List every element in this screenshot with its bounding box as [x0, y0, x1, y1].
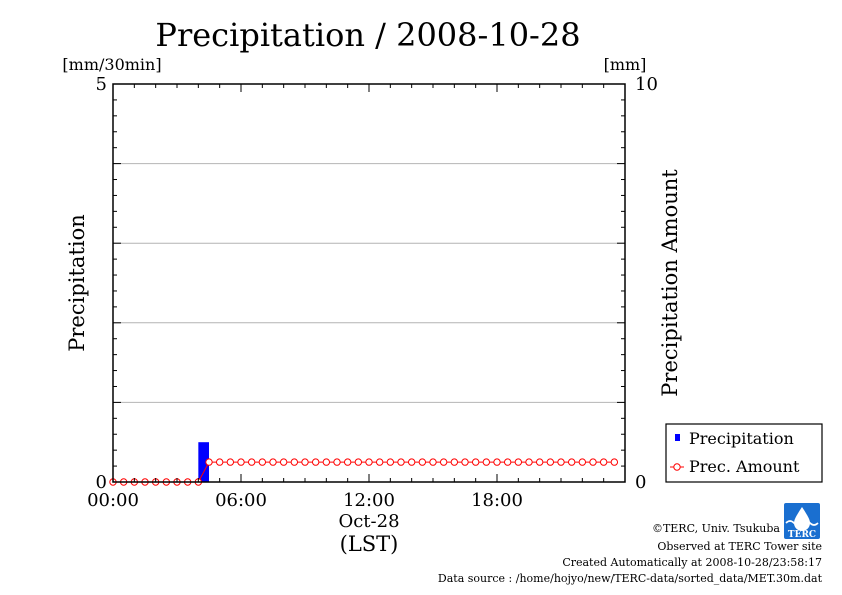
x-axis-label: (LST)	[340, 532, 399, 556]
precipitation-amount-point	[375, 458, 384, 466]
precipitation-amount-point	[215, 458, 224, 466]
precipitation-amount-point	[333, 458, 341, 466]
precipitation-amount-point	[450, 458, 459, 466]
right-y-tick-labels: 0 10	[635, 74, 658, 493]
precipitation-amount-point	[461, 458, 469, 466]
precipitation-amount-point	[482, 458, 491, 466]
x-tick-label: 12:00	[343, 490, 395, 511]
precipitation-amount-point	[237, 458, 245, 466]
terc-logo-wave-icon	[785, 520, 819, 526]
axis-ticks	[112, 83, 626, 483]
precipitation-amount-point	[226, 458, 235, 466]
precipitation-amount-point	[354, 458, 363, 466]
precipitation-amount-point	[290, 458, 299, 466]
precipitation-amount-point	[397, 458, 405, 466]
precipitation-amount-point	[386, 458, 395, 466]
footer-source: Data source : /home/hojyo/new/TERC-data/…	[438, 572, 823, 585]
precipitation-amount-point	[247, 458, 256, 466]
precipitation-amount-point	[546, 458, 555, 466]
x-tick-label: 06:00	[215, 490, 267, 511]
precipitation-amount-point	[343, 458, 352, 466]
precipitation-amount-point	[503, 458, 512, 466]
precipitation-amount-point	[311, 458, 320, 466]
precipitation-amount-point	[493, 458, 501, 466]
precipitation-amount-point	[599, 458, 608, 466]
precipitation-amount-point	[525, 458, 533, 466]
x-tick-labels: 00:00 06:00 12:00 18:00	[87, 490, 523, 511]
precipitation-amount-point	[589, 458, 597, 466]
precipitation-amount-series	[109, 458, 619, 486]
left-y-tick-label: 5	[96, 74, 107, 95]
x-tick-label: 18:00	[471, 490, 523, 511]
right-axis-unit: [mm]	[604, 55, 647, 74]
x-date-label: Oct-28	[338, 511, 399, 532]
terc-logo: TERC	[784, 503, 820, 540]
precipitation-amount-point	[407, 458, 416, 466]
precipitation-amount-point	[301, 458, 309, 466]
precipitation-amount-point	[322, 458, 331, 466]
footer-created: Created Automatically at 2008-10-28/23:5…	[562, 556, 822, 569]
legend-label-precipitation: Precipitation	[689, 429, 794, 448]
left-y-axis-label: Precipitation	[65, 214, 89, 352]
precipitation-amount-point	[418, 458, 427, 466]
precipitation-amount-point	[514, 458, 523, 466]
right-y-axis-label: Precipitation Amount	[658, 169, 682, 397]
precipitation-bars	[198, 442, 209, 482]
plot-frame	[112, 83, 626, 483]
terc-logo-text: TERC	[788, 530, 816, 540]
precipitation-amount-point	[578, 458, 587, 466]
precipitation-amount-point	[557, 458, 565, 466]
precipitation-amount-point	[269, 458, 277, 466]
precipitation-amount-point	[610, 458, 619, 466]
gridlines	[113, 163, 625, 403]
precipitation-amount-point	[567, 458, 576, 466]
legend-swatch-amount-marker	[673, 463, 681, 471]
precipitation-amount-point	[258, 458, 267, 466]
precipitation-amount-point	[535, 458, 544, 466]
precipitation-amount-point	[205, 458, 213, 466]
precipitation-amount-point	[279, 458, 288, 466]
legend-swatch-precipitation	[675, 434, 680, 441]
x-tick-label: 00:00	[87, 490, 139, 511]
precipitation-bar	[198, 442, 209, 482]
chart-title: Precipitation / 2008-10-28	[155, 16, 580, 54]
left-axis-unit: [mm/30min]	[62, 55, 161, 74]
left-y-tick-label: 0	[96, 472, 107, 493]
left-y-tick-labels: 05	[96, 74, 107, 493]
right-y-tick-label: 10	[635, 74, 658, 95]
precipitation-amount-point	[429, 458, 437, 466]
footer-copyright: ©TERC, Univ. Tsukuba	[652, 522, 780, 535]
footer-observed: Observed at TERC Tower site	[657, 540, 822, 553]
legend: Precipitation Prec. Amount	[665, 423, 823, 483]
right-y-tick-label: 0	[635, 472, 646, 493]
precipitation-amount-point	[471, 458, 480, 466]
precipitation-amount-point	[365, 458, 373, 466]
precipitation-amount-point	[439, 458, 448, 466]
legend-label-amount: Prec. Amount	[689, 457, 800, 476]
legend-box	[665, 423, 823, 483]
